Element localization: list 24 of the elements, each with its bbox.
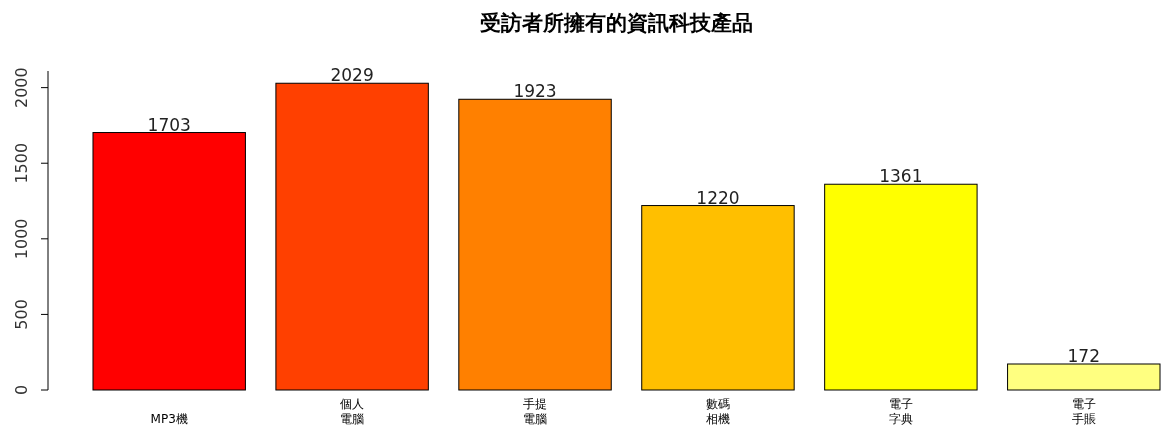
y-tick-label: 500 (12, 299, 31, 330)
y-tick-label: 1500 (12, 142, 31, 184)
bar (824, 183, 978, 391)
bar (641, 205, 795, 391)
bar (92, 132, 246, 391)
x-tick-label: MP3機 (150, 412, 188, 426)
data-label: 2029 (330, 65, 374, 86)
data-label: 1361 (879, 166, 923, 187)
x-tick-label: 個人電腦 (340, 397, 365, 426)
y-tick-label: 2000 (12, 67, 31, 108)
chart-title: 受訪者所擁有的資訊科技產品 (479, 11, 753, 35)
y-tick-label: 0 (12, 384, 31, 396)
bar (1007, 363, 1161, 391)
x-tick-label: 電子字典 (888, 397, 913, 426)
bar (458, 98, 612, 391)
data-label: 172 (1067, 346, 1101, 366)
data-label: 1923 (513, 81, 557, 102)
x-tick-label: 手提電腦 (523, 397, 548, 426)
y-tick-label: 1000 (12, 218, 31, 260)
x-tick-label: 數碼相機 (705, 397, 730, 426)
x-tick-label: 電子手賬 (1071, 397, 1096, 426)
data-label: 1220 (696, 187, 740, 208)
data-label: 1703 (147, 114, 191, 135)
bar (275, 82, 429, 391)
